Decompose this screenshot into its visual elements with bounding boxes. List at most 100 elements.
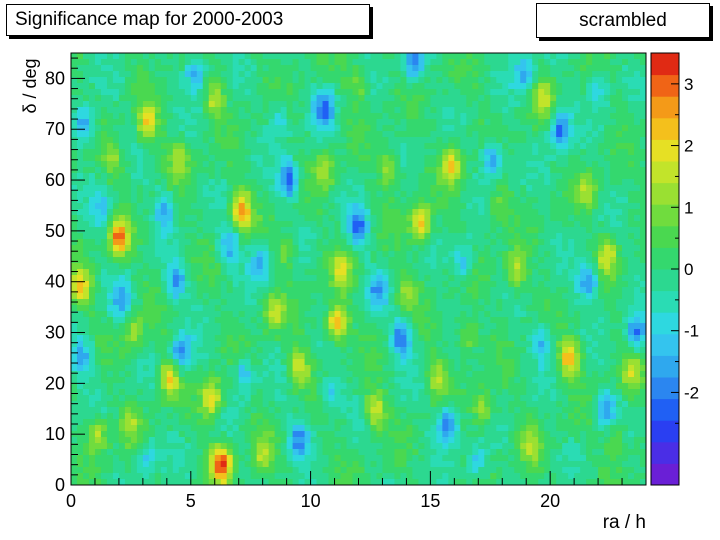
heatmap-cell [574, 329, 581, 336]
heatmap-cell [448, 281, 455, 288]
heatmap-cell [208, 71, 216, 78]
heatmap-cell [268, 161, 276, 168]
heatmap-cell [100, 215, 108, 222]
heatmap-cell [634, 281, 641, 288]
heatmap-cell [190, 167, 198, 174]
heatmap-cell [208, 263, 216, 270]
heatmap-cell [112, 119, 120, 126]
heatmap-cell [640, 335, 646, 342]
heatmap-cell [106, 167, 114, 174]
heatmap-cell [592, 215, 599, 222]
heatmap-cell [100, 113, 108, 120]
heatmap-cell [592, 293, 599, 300]
heatmap-cell [562, 113, 569, 120]
heatmap-cell [286, 113, 294, 120]
heatmap-cell [550, 305, 557, 312]
heatmap-cell [268, 203, 276, 210]
heatmap-cell [382, 239, 390, 246]
heatmap-cell [172, 287, 180, 294]
heatmap-cell [220, 167, 228, 174]
heatmap-cell [124, 269, 132, 276]
heatmap-cell [556, 269, 563, 276]
heatmap-cell [562, 341, 569, 348]
heatmap-cell [142, 149, 150, 156]
heatmap-cell [490, 227, 497, 234]
heatmap-cell [364, 329, 372, 336]
heatmap-cell [304, 305, 312, 312]
heatmap-cell [142, 131, 150, 138]
heatmap-cell [412, 257, 419, 264]
heatmap-cell [502, 137, 509, 144]
heatmap-cell [256, 293, 264, 300]
heatmap-cell [346, 65, 354, 72]
heatmap-cell [100, 185, 108, 192]
heatmap-cell [586, 191, 593, 198]
heatmap-cell [160, 137, 168, 144]
heatmap-cell [388, 329, 396, 336]
heatmap-cell [232, 119, 240, 126]
heatmap-cell [346, 185, 354, 192]
heatmap-cell [82, 281, 90, 288]
heatmap-cell [190, 173, 198, 180]
heatmap-cell [76, 281, 84, 288]
heatmap-cell [430, 341, 437, 348]
heatmap-cell [71, 323, 78, 330]
heatmap-cell [88, 161, 96, 168]
heatmap-cell [472, 335, 479, 342]
heatmap-cell [520, 167, 527, 174]
heatmap-cell [88, 275, 96, 282]
heatmap-cell [328, 311, 336, 318]
heatmap-cell [508, 329, 515, 336]
heatmap-cell [388, 281, 396, 288]
heatmap-cell [436, 215, 443, 222]
heatmap-cell [346, 155, 354, 162]
heatmap-cell [628, 119, 635, 126]
heatmap-cell [208, 173, 216, 180]
heatmap-cell [460, 167, 467, 174]
heatmap-cell [328, 203, 336, 210]
heatmap-cell [574, 161, 581, 168]
heatmap-cell [622, 341, 629, 348]
heatmap-cell [484, 299, 491, 306]
heatmap-cell [190, 95, 198, 102]
heatmap-cell [472, 149, 479, 156]
heatmap-cell [340, 323, 348, 330]
heatmap-cell [466, 209, 473, 216]
heatmap-cell [190, 335, 198, 342]
heatmap-cell [628, 251, 635, 258]
heatmap-cell [364, 125, 372, 132]
heatmap-cell [214, 227, 222, 234]
heatmap-cell [382, 125, 390, 132]
heatmap-cell [538, 179, 545, 186]
heatmap-cell [292, 77, 300, 84]
heatmap-cell [610, 347, 617, 354]
heatmap-cell [562, 95, 569, 102]
heatmap-cell [106, 359, 114, 366]
heatmap-cell [544, 281, 551, 288]
heatmap-cell [274, 215, 282, 222]
heatmap-cell [496, 221, 503, 228]
heatmap-cell [142, 269, 150, 276]
heatmap-cell [274, 209, 282, 216]
heatmap-cell [154, 185, 162, 192]
heatmap-cell [550, 143, 557, 150]
heatmap-cell [268, 131, 276, 138]
heatmap-cell [352, 263, 360, 270]
heatmap-cell [496, 293, 503, 300]
heatmap-cell [562, 323, 569, 330]
heatmap-cell [130, 131, 138, 138]
heatmap-cell [604, 59, 611, 66]
heatmap-cell [88, 113, 96, 120]
heatmap-cell [622, 155, 629, 162]
heatmap-cell [592, 65, 599, 72]
heatmap-cell [448, 137, 455, 144]
heatmap-cell [142, 119, 150, 126]
heatmap-cell [532, 353, 539, 360]
heatmap-cell [496, 263, 503, 270]
heatmap-cell [286, 59, 294, 66]
heatmap-cell [562, 251, 569, 258]
heatmap-cell [94, 257, 102, 264]
heatmap-cell [520, 89, 527, 96]
heatmap-cell [334, 137, 342, 144]
heatmap-cell [490, 299, 497, 306]
